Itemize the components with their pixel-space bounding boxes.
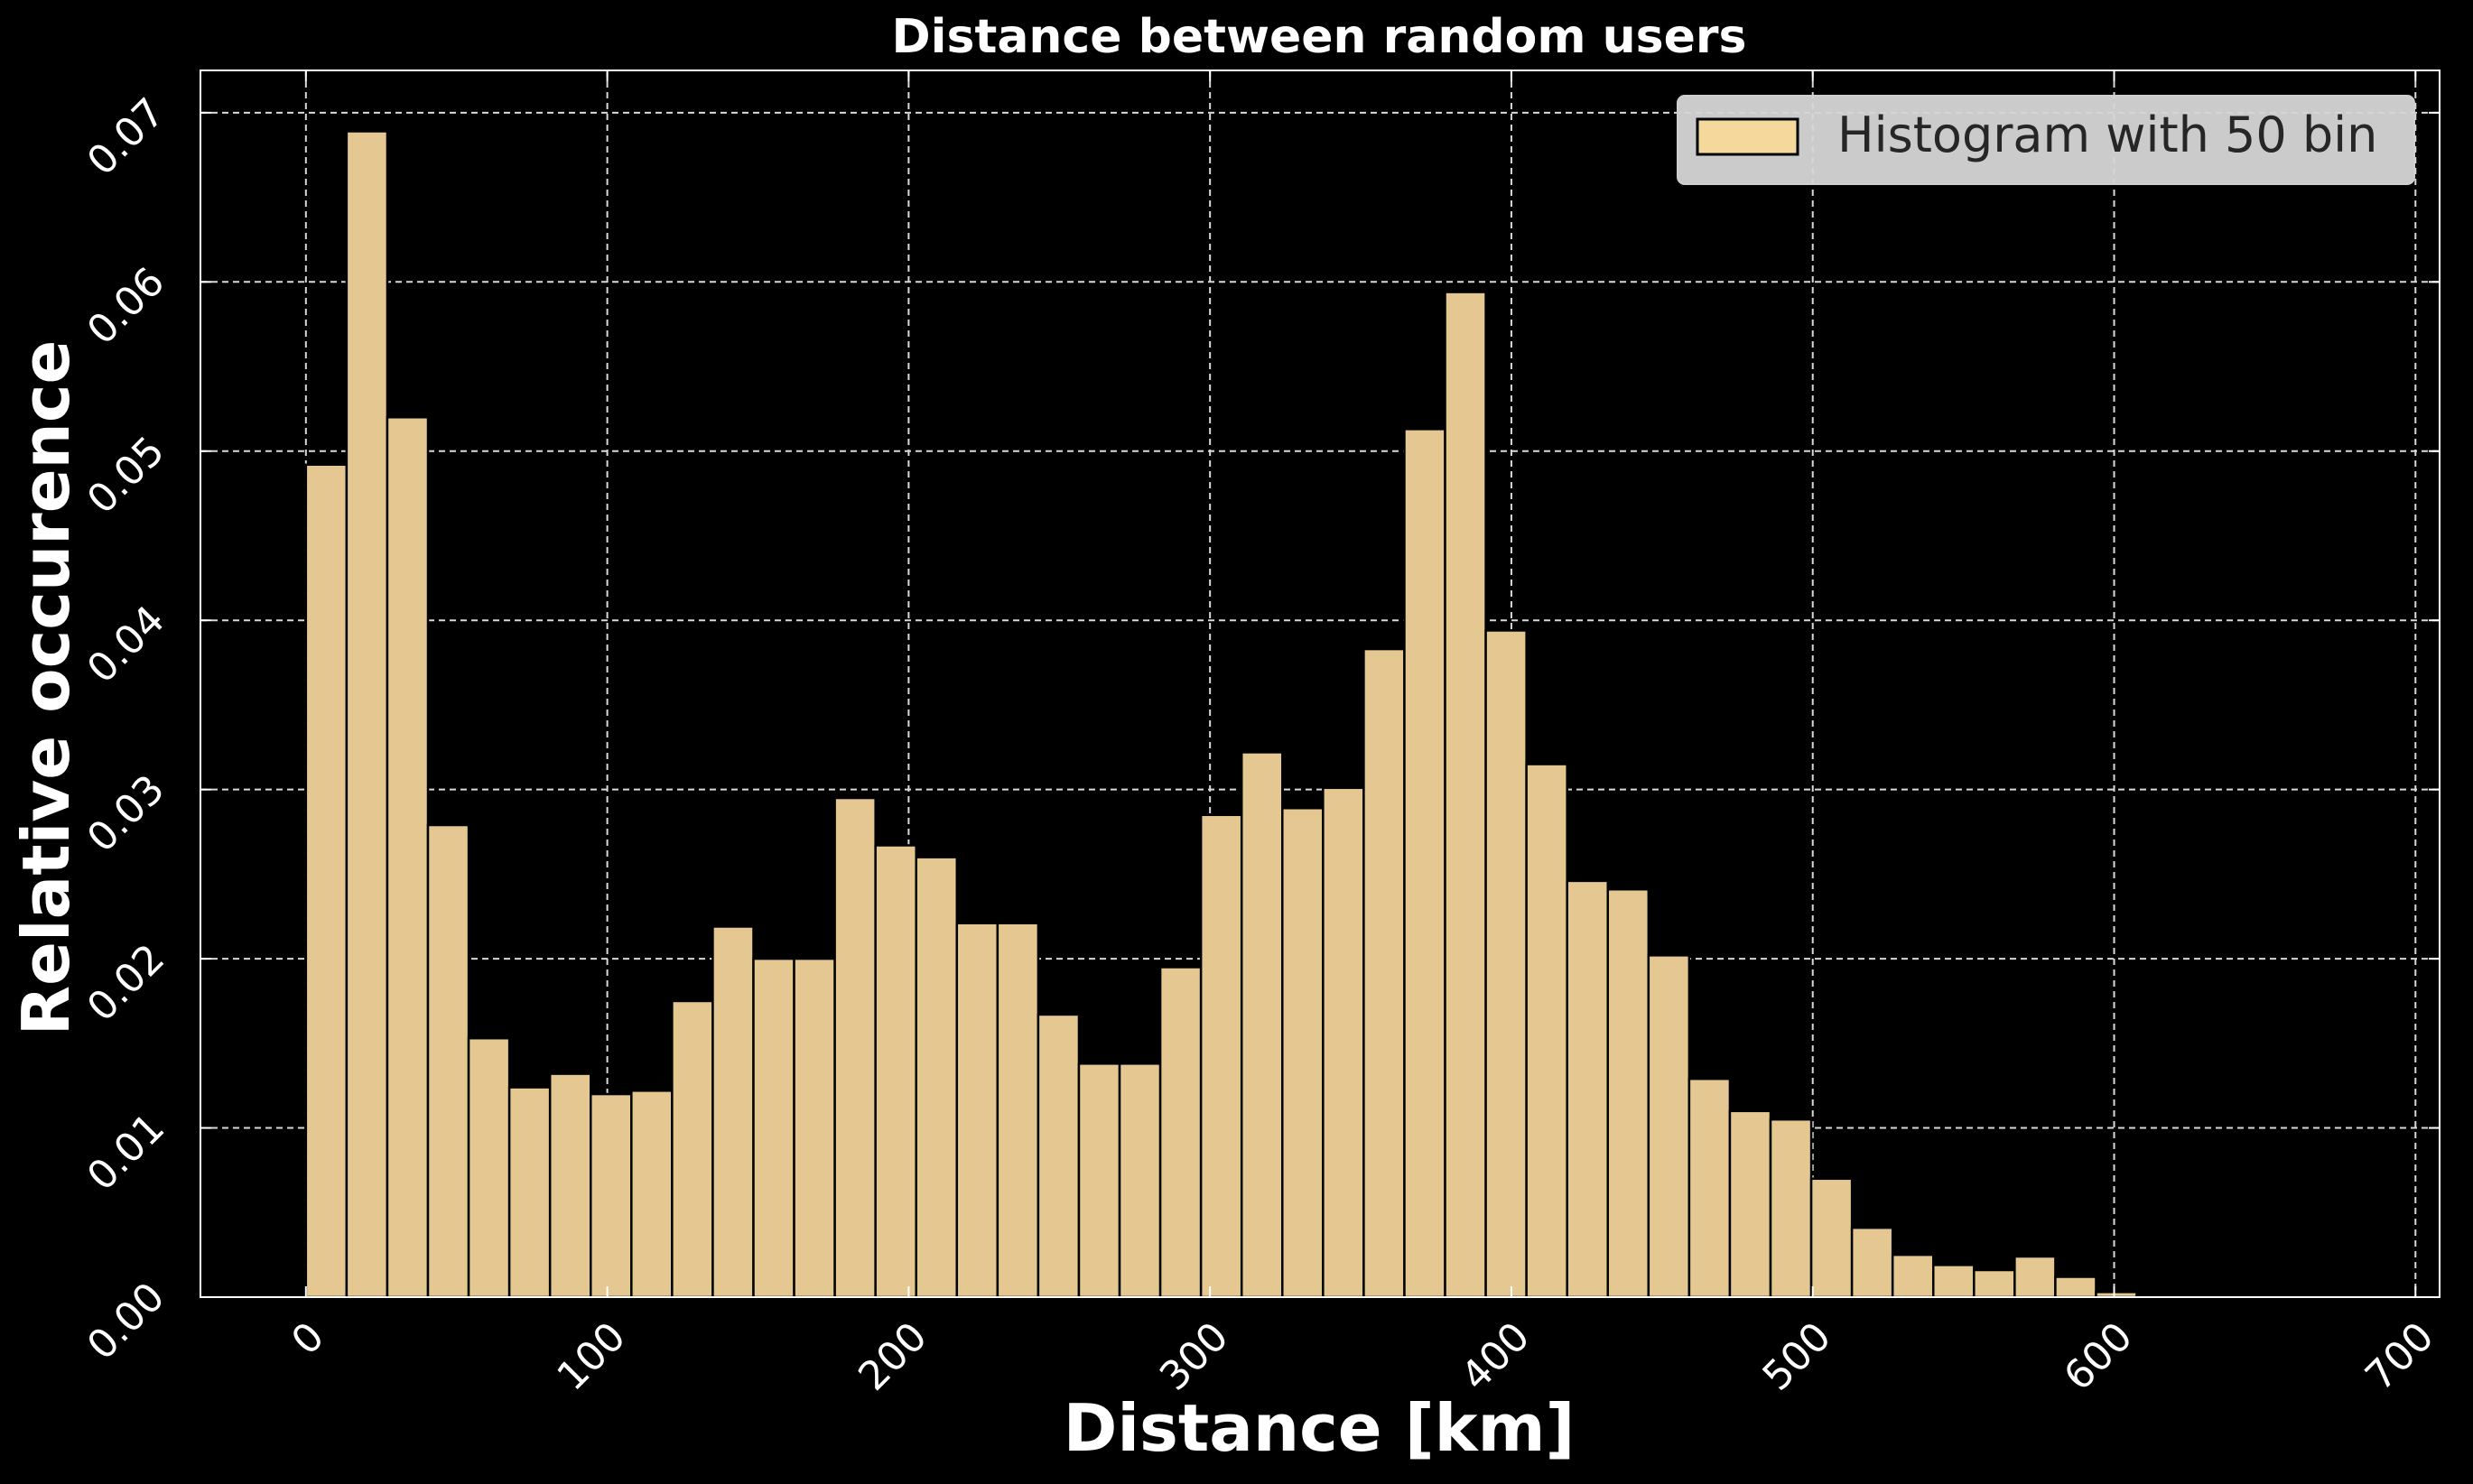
histogram-bar (1728, 1109, 1772, 1299)
histogram-bar (1891, 1253, 1935, 1299)
histogram-bar (548, 1072, 592, 1299)
histogram-bar (386, 416, 430, 1299)
histogram-bar (1118, 1062, 1162, 1299)
histogram-bar (630, 1090, 674, 1299)
histogram-bar (467, 1036, 511, 1299)
histogram-bar (1973, 1268, 2016, 1299)
histogram-bar (589, 1092, 633, 1299)
legend-swatch (1696, 117, 1799, 156)
histogram-bar (507, 1086, 552, 1299)
chart-title: Distance between random users (892, 10, 1747, 64)
histogram-bar (915, 856, 959, 1299)
legend-entry-label: Histogram with 50 bin (1837, 107, 2377, 163)
histogram-bar (793, 957, 836, 1299)
histogram-bar (1322, 786, 1365, 1299)
histogram-bar (833, 796, 877, 1299)
histogram-bar (1403, 428, 1446, 1299)
histogram-bar (1444, 291, 1487, 1299)
histogram-bar (1769, 1118, 1813, 1299)
histogram-bar (1240, 751, 1284, 1299)
histogram-bar (1158, 966, 1203, 1299)
histogram-bar (426, 823, 470, 1299)
histogram-bars (304, 130, 2179, 1299)
x-axis-label: Distance [km] (1064, 1390, 1576, 1466)
axis-ticks (200, 70, 2440, 1298)
histogram-bar (1647, 954, 1691, 1299)
legend-box (1677, 95, 2415, 185)
histogram-bar (1606, 887, 1650, 1299)
histogram-bar (1566, 879, 1610, 1299)
plot-area-frame (200, 70, 2440, 1298)
histogram-bar (1077, 1062, 1121, 1299)
y-axis-label: Relative occurence (8, 340, 84, 1036)
histogram-bar (2054, 1275, 2097, 1299)
histogram-bar (304, 463, 349, 1299)
histogram-bar (1199, 813, 1243, 1299)
histogram-bar (1037, 1013, 1081, 1299)
histogram-bar (1362, 647, 1406, 1299)
histogram-bar (1687, 1077, 1732, 1299)
legend: Histogram with 50 bin (1677, 95, 2415, 185)
histogram-bar (1931, 1264, 1976, 1299)
histogram-bar (1484, 629, 1528, 1299)
histogram-bar (752, 957, 795, 1299)
histogram-bar (1281, 807, 1325, 1299)
histogram-bar (2013, 1255, 2057, 1299)
histogram-bar (955, 922, 999, 1299)
histogram-bar (345, 130, 389, 1299)
histogram-bar (874, 844, 917, 1299)
histogram-bar (996, 922, 1040, 1299)
histogram-bar (1850, 1226, 1894, 1299)
histogram-bar (1525, 763, 1568, 1299)
histogram-bar (671, 999, 714, 1299)
histogram-bar (1809, 1177, 1854, 1299)
histogram-bar (711, 925, 755, 1299)
